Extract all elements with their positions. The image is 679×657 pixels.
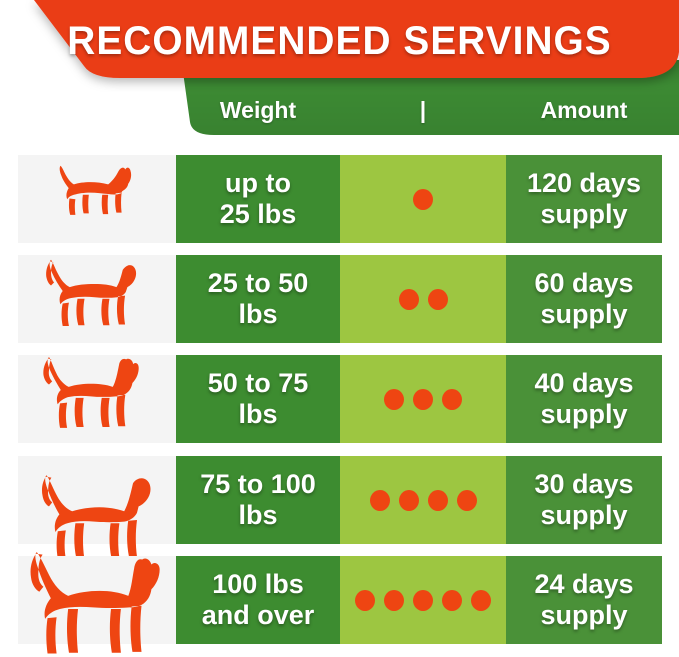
serving-dot-icon — [413, 188, 433, 210]
weight-line-2: lbs — [238, 500, 278, 530]
weight-line-2: and over — [201, 600, 315, 630]
weight-value: 50 to 75 lbs — [204, 368, 313, 430]
amount-value: 120 days supply — [524, 168, 644, 230]
serving-dots-cell — [340, 155, 506, 243]
amount-line-1: 40 days — [534, 368, 634, 398]
serving-dots-cell — [340, 355, 506, 443]
dog-size-cell — [18, 355, 176, 443]
column-headers: Weight | Amount — [176, 92, 662, 128]
amount-line-1: 120 days — [526, 168, 642, 198]
weight-line-2: lbs — [238, 399, 278, 429]
weight-cell: up to 25 lbs — [176, 155, 340, 243]
weight-line-1: 100 lbs — [212, 569, 304, 599]
weight-value: 25 to 50 lbs — [204, 268, 313, 330]
amount-cell: 24 days supply — [506, 556, 662, 644]
dog-size-cell — [18, 155, 176, 243]
amount-line-1: 24 days — [534, 569, 634, 599]
dog-size-cell — [18, 255, 176, 343]
schnauzer-dog-icon — [43, 357, 139, 428]
weight-value: 75 to 100 lbs — [196, 469, 320, 531]
serving-dot-icon — [427, 288, 448, 310]
great-dane-dog-icon — [30, 552, 160, 654]
amount-line-2: supply — [540, 299, 628, 329]
table-row: 75 to 100 lbs 30 days supply — [0, 456, 679, 559]
header: RECOMMENDED SERVINGS Weight | Amount — [0, 0, 679, 142]
weight-value: 100 lbs and over — [198, 569, 319, 631]
amount-cell: 120 days supply — [506, 155, 662, 243]
serving-dot-icon — [355, 589, 375, 611]
title-banner — [0, 0, 679, 86]
amount-value: 40 days supply — [531, 368, 636, 430]
serving-dot-icon — [369, 489, 390, 511]
table-row: 50 to 75 lbs 40 days supply — [0, 355, 679, 443]
table-row: up to 25 lbs 120 days supply — [0, 155, 679, 243]
weight-line-1: 75 to 100 — [200, 469, 316, 499]
weight-cell: 100 lbs and over — [176, 556, 340, 644]
weight-cell: 50 to 75 lbs — [176, 355, 340, 443]
serving-dot-icon — [398, 288, 419, 310]
serving-dot-icon — [456, 489, 477, 511]
amount-cell: 40 days supply — [506, 355, 662, 443]
table-row: 100 lbs and over 24 days supply — [0, 552, 679, 654]
amount-line-2: supply — [540, 500, 628, 530]
amount-line-2: supply — [540, 199, 628, 229]
weight-line-1: up to — [225, 168, 291, 198]
amount-line-1: 30 days — [534, 469, 634, 499]
weight-line-2: 25 lbs — [219, 199, 297, 229]
small-terrier-dog-icon — [59, 165, 132, 215]
amount-value: 60 days supply — [531, 268, 636, 330]
labrador-dog-icon — [41, 475, 151, 559]
header-separator: | — [419, 96, 427, 123]
serving-dot-icon — [442, 388, 462, 410]
serving-dot-icon — [413, 589, 433, 611]
serving-dot-icon — [384, 388, 404, 410]
header-amount-label: Amount — [540, 96, 628, 123]
amount-line-2: supply — [540, 600, 628, 630]
weight-cell: 25 to 50 lbs — [176, 255, 340, 343]
amount-value: 30 days supply — [531, 469, 636, 531]
weight-line-1: 25 to 50 — [207, 268, 309, 298]
serving-dot-icon — [427, 489, 448, 511]
dog-size-cell — [18, 456, 176, 559]
header-green-band — [0, 0, 679, 142]
table-row: 25 to 50 lbs 60 days supply — [0, 255, 679, 343]
page-title: RECOMMENDED SERVINGS — [67, 19, 612, 63]
amount-cell: 30 days supply — [506, 456, 662, 544]
serving-dot-icon — [471, 589, 491, 611]
serving-dots-cell — [340, 255, 506, 343]
serving-dots-cell — [340, 556, 506, 644]
serving-dots-cell — [340, 456, 506, 544]
serving-dot-icon — [442, 589, 462, 611]
amount-value: 24 days supply — [531, 569, 636, 631]
serving-dot-icon — [413, 388, 433, 410]
beagle-dog-icon — [46, 259, 137, 327]
weight-cell: 75 to 100 lbs — [176, 456, 340, 544]
serving-dot-icon — [398, 489, 419, 511]
amount-cell: 60 days supply — [506, 255, 662, 343]
weight-value: up to 25 lbs — [216, 168, 301, 230]
dog-size-cell — [18, 552, 176, 654]
weight-line-1: 50 to 75 — [207, 368, 309, 398]
amount-line-1: 60 days — [534, 268, 634, 298]
header-weight-label: Weight — [219, 96, 297, 123]
serving-dot-icon — [384, 589, 404, 611]
amount-line-2: supply — [540, 399, 628, 429]
weight-line-2: lbs — [238, 299, 278, 329]
